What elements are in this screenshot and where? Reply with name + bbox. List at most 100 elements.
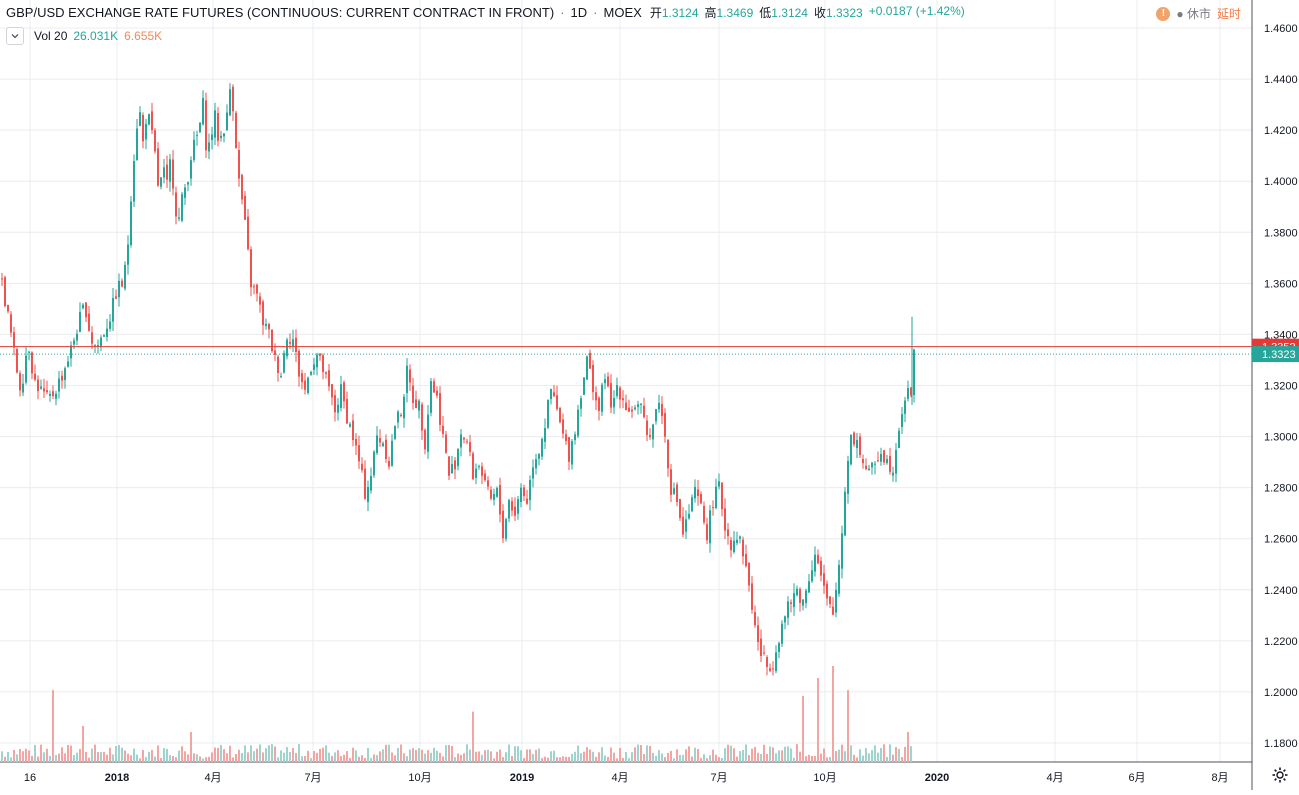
volume-bar — [397, 747, 399, 762]
volume-ma-value: 6.655K — [124, 29, 163, 43]
volume-bar — [694, 747, 696, 762]
candle-body — [85, 302, 87, 318]
candle-body — [79, 311, 81, 332]
volume-bar — [508, 744, 510, 762]
volume-bar — [742, 750, 744, 762]
volume-bar — [337, 750, 339, 762]
candle-body — [70, 345, 72, 359]
volume-bar — [310, 758, 312, 762]
candle-body — [49, 394, 51, 396]
ohlc-high: 高1.3469 — [704, 6, 754, 20]
candle-body — [745, 553, 747, 567]
volume-bar — [1, 751, 3, 762]
volume-bar — [559, 757, 561, 762]
volume-bar — [877, 752, 879, 762]
volume-bar — [859, 749, 861, 762]
volume-bar — [709, 755, 711, 762]
volume-bar — [4, 756, 6, 762]
volume-bar — [808, 754, 810, 762]
candle-body — [697, 489, 699, 497]
delayed-data-label[interactable]: 延时 — [1216, 7, 1241, 21]
candle-body — [613, 397, 615, 408]
volume-bar — [625, 752, 627, 762]
volume-bar — [91, 748, 93, 762]
volume-bar — [523, 758, 525, 762]
collapse-chevron-icon[interactable] — [6, 27, 24, 45]
candle-body — [718, 481, 720, 487]
volume-bar — [280, 750, 282, 762]
volume-bar — [850, 745, 852, 762]
volume-bar — [262, 752, 264, 762]
candle-body — [847, 460, 849, 495]
candle-body — [223, 133, 225, 137]
volume-bar — [580, 753, 582, 762]
volume-bar — [145, 757, 147, 762]
volume-bar — [85, 751, 87, 762]
volume-bar — [772, 747, 774, 762]
candle-body — [196, 135, 198, 137]
volume-bar — [139, 758, 141, 762]
candle-body — [448, 456, 450, 476]
volume-bar — [163, 748, 165, 762]
volume-bar — [835, 751, 837, 762]
y-tick-label: 1.3000 — [1264, 432, 1298, 444]
candle-body — [109, 321, 111, 329]
candle-body — [550, 389, 552, 400]
volume-bar — [535, 749, 537, 762]
volume-bar — [76, 752, 78, 762]
candle-body — [31, 352, 33, 374]
candle-body — [610, 383, 612, 408]
interval-label[interactable]: 1D — [570, 5, 588, 20]
candle-body — [892, 472, 894, 476]
volume-bar — [400, 744, 402, 762]
volume-bar — [235, 754, 237, 762]
volume-bar — [490, 751, 492, 762]
volume-bar — [343, 754, 345, 762]
volume-bar — [514, 746, 516, 762]
volume-bar — [721, 757, 723, 762]
candle-body — [574, 434, 576, 441]
volume-bar — [415, 749, 417, 762]
volume-bar — [628, 758, 630, 762]
candle-body — [499, 484, 501, 515]
candle-body — [331, 384, 333, 398]
volume-bar — [871, 750, 873, 762]
candle-body — [265, 324, 267, 326]
volume-bar — [199, 756, 201, 762]
candle-body — [40, 386, 42, 389]
volume-bar — [46, 748, 48, 762]
volume-bar — [688, 746, 690, 762]
candle-body — [217, 113, 219, 141]
candle-body — [175, 192, 177, 217]
candle-body — [811, 570, 813, 582]
candle-body — [1, 278, 3, 280]
candle-body — [853, 432, 855, 445]
symbol-title[interactable]: GBP/USD EXCHANGE RATE FUTURES (CONTINUOU… — [6, 5, 555, 20]
candle-body — [559, 407, 561, 423]
candle-body — [46, 390, 48, 393]
candle-body — [616, 385, 618, 396]
info-icon[interactable]: ! — [1156, 6, 1171, 21]
candle-body — [817, 554, 819, 564]
candle-body — [898, 430, 900, 448]
volume-bar — [172, 755, 174, 762]
volume-bar — [334, 752, 336, 762]
volume-bar — [829, 757, 831, 762]
volume-bar — [763, 744, 765, 762]
settings-gear-icon[interactable] — [1270, 765, 1290, 785]
volume-label[interactable]: Vol 20 — [34, 29, 68, 43]
volume-bar — [895, 747, 897, 762]
candle-body — [871, 462, 873, 468]
y-tick-label: 1.3600 — [1264, 278, 1298, 290]
market-status: ! ● 休市 延时 — [1156, 5, 1241, 22]
volume-bar — [94, 744, 96, 762]
candle-body — [376, 435, 378, 454]
volume-bar — [640, 745, 642, 762]
volume-bar — [31, 755, 33, 762]
volume-bar — [733, 748, 735, 762]
candle-body — [37, 379, 39, 392]
candle-body — [823, 573, 825, 586]
volume-bar — [385, 744, 387, 762]
